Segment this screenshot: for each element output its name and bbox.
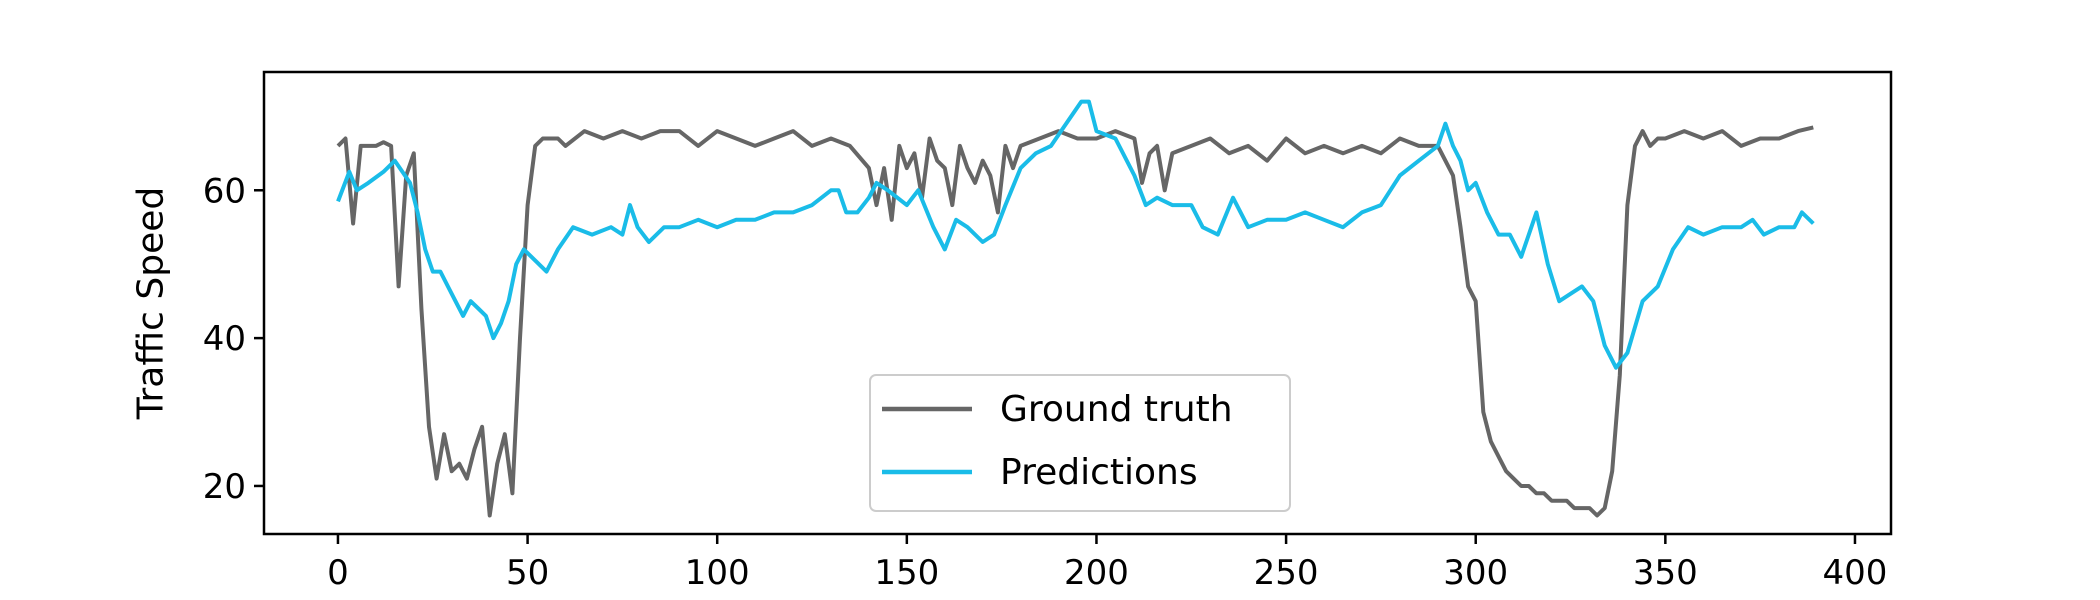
plot-area xyxy=(336,99,1815,518)
x-tick-label: 150 xyxy=(874,553,939,593)
legend-box xyxy=(869,374,1291,512)
x-tick-label: 100 xyxy=(685,553,750,593)
y-tick-label: 40 xyxy=(203,319,246,359)
y-axis-label: Traffic Speed xyxy=(131,187,172,420)
y-tick-label: 60 xyxy=(203,171,246,211)
x-axis: 0 50 100 150 200 250 300 350 400 xyxy=(327,534,1887,593)
x-tick-label: 400 xyxy=(1823,553,1888,593)
x-tick-label: 350 xyxy=(1633,553,1698,593)
y-tick-label: 20 xyxy=(203,467,246,507)
x-tick-label: 250 xyxy=(1254,553,1319,593)
legend-label-predictions: Predictions xyxy=(1000,452,1198,493)
x-tick-label: 0 xyxy=(327,553,349,593)
y-axis: 20 40 60 xyxy=(203,171,264,507)
legend-label-ground-truth: Ground truth xyxy=(1000,389,1233,430)
plot-frame xyxy=(262,70,1893,536)
series-line-ground-truth xyxy=(336,125,1814,518)
series-line-predictions xyxy=(336,99,1815,370)
x-tick-label: 50 xyxy=(506,553,549,593)
x-tick-label: 200 xyxy=(1064,553,1129,593)
legend: Ground truth Predictions xyxy=(869,374,1291,512)
x-tick-label: 300 xyxy=(1443,553,1508,593)
